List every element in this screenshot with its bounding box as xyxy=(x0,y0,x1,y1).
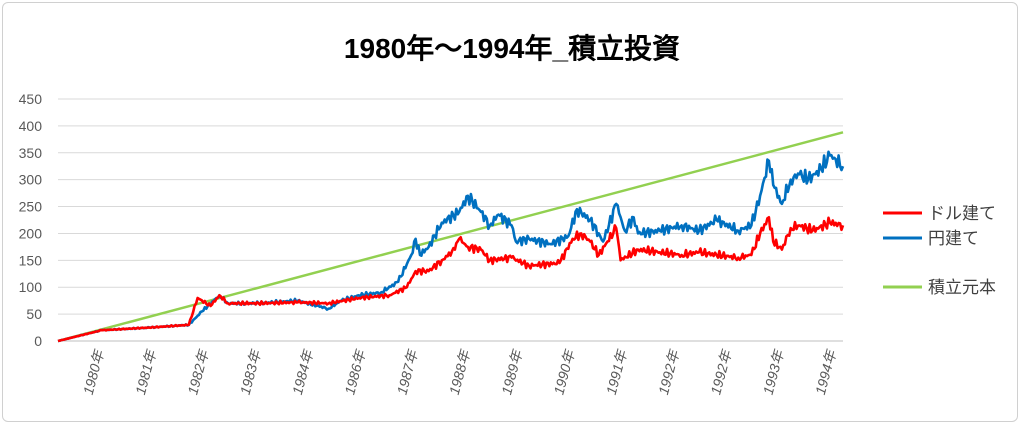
x-tick-label: 1988年 xyxy=(446,347,474,397)
y-tick-label: 200 xyxy=(19,225,43,241)
series-line-0 xyxy=(57,216,845,343)
x-tick-label: 1981年 xyxy=(132,347,160,397)
y-tick-label: 400 xyxy=(19,118,43,134)
y-tick-label: 450 xyxy=(19,91,43,107)
x-tick-label: 1989年 xyxy=(498,347,526,397)
x-tick-label: 1982年 xyxy=(184,347,212,397)
y-tick-label: 300 xyxy=(19,172,43,188)
y-axis: 0 50 100 150 200 250 300 350 400 450 xyxy=(19,91,43,349)
x-tick-label: 1994年 xyxy=(812,347,840,397)
y-tick-label: 50 xyxy=(26,306,42,322)
gridlines xyxy=(58,98,843,342)
y-tick-label: 250 xyxy=(19,199,43,215)
series-group xyxy=(57,131,845,343)
y-tick-label: 0 xyxy=(34,333,42,349)
chart-title: 1980年～1994年_積立投資 xyxy=(344,32,680,64)
x-tick-label: 1992年 xyxy=(655,347,683,397)
y-tick-label: 350 xyxy=(19,145,43,161)
x-axis: 1980年 1981年 1982年 1983年 1984年 1986年 1987年 1988年… xyxy=(80,347,840,397)
x-tick-label: 1987年 xyxy=(394,347,422,397)
legend-label: ドル建て xyxy=(928,204,996,223)
x-tick-label: 1992年 xyxy=(707,347,735,397)
x-tick-label: 1993年 xyxy=(760,347,788,397)
series-line-1 xyxy=(57,150,845,343)
legend-label: 積立元本 xyxy=(928,278,996,297)
x-tick-label: 1984年 xyxy=(289,347,317,397)
chart-area xyxy=(2,2,1018,422)
x-tick-label: 1980年 xyxy=(80,347,108,397)
x-tick-label: 1983年 xyxy=(237,347,265,397)
x-tick-label: 1986年 xyxy=(341,347,369,397)
series-line-2 xyxy=(57,131,844,343)
y-tick-label: 100 xyxy=(19,279,43,295)
y-tick-label: 150 xyxy=(19,252,43,268)
x-tick-label: 1991年 xyxy=(603,347,631,397)
x-tick-label: 1990年 xyxy=(550,347,578,397)
legend-label: 円建て xyxy=(928,229,979,248)
